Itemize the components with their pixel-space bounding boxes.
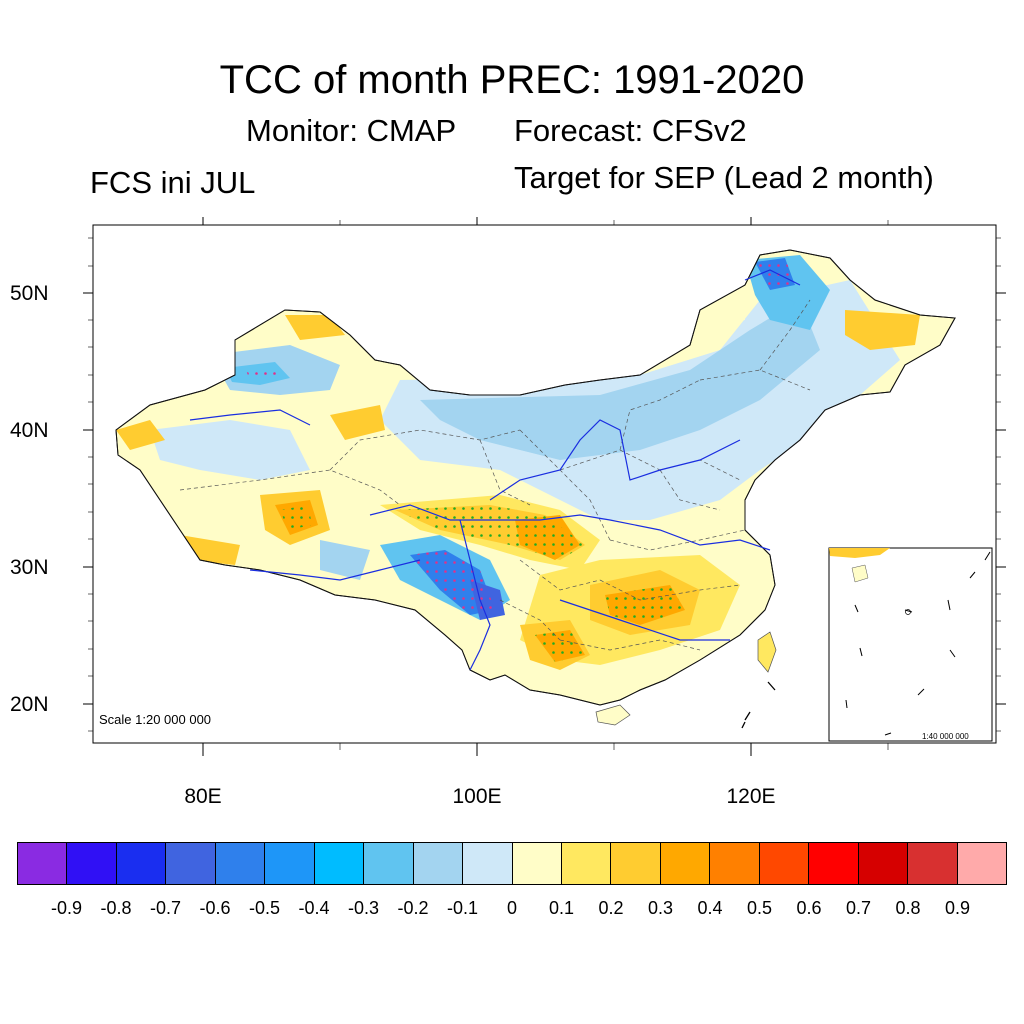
south-sea-inset: [828, 547, 993, 742]
target-subtitle: Target for SEP (Lead 2 month): [514, 160, 934, 195]
colorbar-box: [759, 843, 810, 884]
colorbar-box: [116, 843, 167, 884]
colorbar-box: [413, 843, 464, 884]
colorbar-box: [265, 843, 315, 884]
colorbar-box: [166, 843, 216, 884]
colorbar-tick-label: 0.1: [548, 898, 575, 918]
colorbar-tick-label: -0.4: [298, 898, 330, 918]
colorbar-tick-label: 0.9: [944, 898, 971, 918]
colorbar-box: [710, 843, 760, 884]
colorbar-box: [512, 843, 562, 884]
colorbar-tick-label: 0.5: [746, 898, 773, 918]
minor-ticks: [88, 220, 1001, 750]
colorbar: [17, 842, 1007, 885]
lat-label-50n: 50N: [10, 282, 49, 305]
colorbar-tick-label: -0.1: [446, 898, 479, 918]
forecast-subtitle: Forecast: CFSv2: [514, 113, 747, 148]
colorbar-box: [957, 843, 1007, 884]
colorbar-box: [660, 843, 711, 884]
lat-label-30n: 30N: [10, 556, 49, 579]
hainan-island: [595, 704, 631, 726]
colorbar-tick-label: 0.4: [697, 898, 723, 918]
colorbar-box: [611, 843, 661, 884]
lon-label-80e: 80E: [184, 785, 222, 808]
colorbar-box: [809, 843, 859, 884]
lon-label-120e: 120E: [726, 785, 776, 808]
province-boundaries: [179, 299, 811, 651]
left-subtitle: FCS ini JUL: [90, 165, 256, 200]
rivers: [189, 269, 801, 671]
colorbar-tick-label: 0.7: [845, 898, 872, 918]
colorbar-tick-label: -0.7: [149, 898, 182, 918]
figure-title: TCC of month PREC: 1991-2020: [219, 58, 805, 102]
inset-dashes: [845, 551, 991, 736]
colorbar-box: [67, 843, 117, 884]
taiwan-island: [757, 631, 777, 673]
colorbar-box: [215, 843, 266, 884]
lat-label-20n: 20N: [10, 693, 49, 716]
colorbar-tick-label: -0.8: [100, 898, 132, 918]
colorbar-box: [314, 843, 365, 884]
colorbar-tick-label: -0.6: [199, 898, 231, 918]
colorbar-tick-label: 0.2: [598, 898, 624, 918]
colorbar-tick-label: 0.3: [647, 898, 674, 918]
lat-label-40n: 40N: [10, 419, 49, 442]
colorbar-box: [561, 843, 612, 884]
colorbar-tick-label: 0.8: [895, 898, 921, 918]
colorbar-tick-label: -0.9: [50, 898, 83, 918]
colorbar-box: [908, 843, 958, 884]
colorbar-box: [463, 843, 513, 884]
colorbar-tick-label: -0.2: [397, 898, 429, 918]
lon-label-100e: 100E: [452, 785, 502, 808]
colorbar-tick-label: -0.5: [248, 898, 281, 918]
colorbar-tick-label: 0.6: [796, 898, 822, 918]
axis-ticks: [83, 217, 1006, 756]
scale-label-main: Scale 1:20 000 000: [99, 712, 212, 727]
colorbar-tick-label: -0.3: [347, 898, 380, 918]
colorbar-box: [364, 843, 414, 884]
country-boundary: [115, 249, 956, 706]
colorbar-box: [18, 843, 68, 884]
colorbar-box: [858, 843, 909, 884]
scale-label-inset: 1:40 000 000: [922, 732, 969, 741]
monitor-subtitle: Monitor: CMAP: [246, 113, 457, 148]
colorbar-tick-label: 0: [506, 898, 518, 918]
